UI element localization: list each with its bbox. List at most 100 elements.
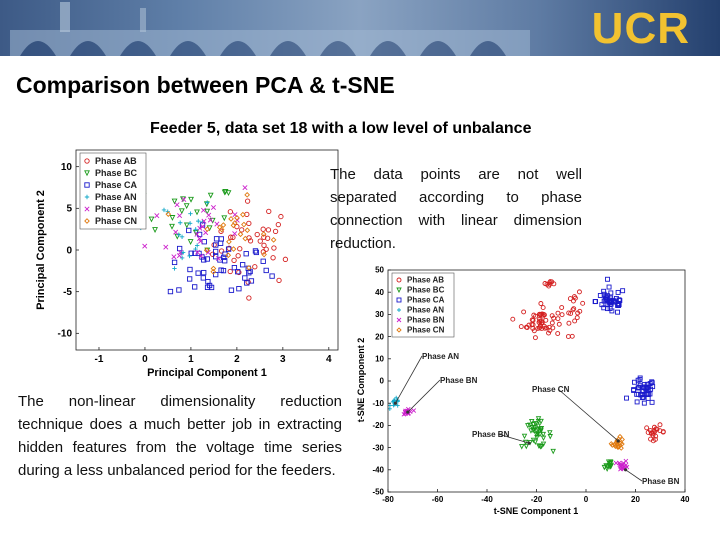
pca-point-phase-ab bbox=[245, 279, 251, 285]
pca-point-phase-cn bbox=[228, 216, 234, 222]
pca-point-phase-cn bbox=[242, 235, 249, 242]
pca-point-phase-bn bbox=[154, 213, 160, 219]
tsne-annotation-arrow bbox=[395, 355, 423, 404]
pca-point-phase-ab bbox=[244, 198, 251, 204]
tsne-point-phase-ab bbox=[555, 310, 561, 316]
tsne-point-phase-bc bbox=[530, 422, 537, 428]
pca-point-phase-ca bbox=[243, 251, 249, 257]
tsne-point-phase-ab bbox=[546, 330, 552, 336]
tsne-scatter-chart: -80 -60 -40 -20 0 20 40 50 40 30 20 10 0 -10 -20 -30 -40… bbox=[356, 266, 690, 516]
pca-point-phase-ab bbox=[275, 221, 281, 228]
tsne-point-phase-ca bbox=[641, 385, 647, 391]
slide-title: Comparison between PCA & t-SNE bbox=[16, 72, 395, 98]
pca-legend-label: Phase BC bbox=[95, 168, 138, 178]
tsne-point-phase-ca bbox=[601, 288, 607, 294]
tsne-point-phase-ab bbox=[531, 312, 537, 318]
tsne-point-phase-ab bbox=[653, 433, 659, 439]
tsne-ytick-label: 50 bbox=[375, 266, 384, 275]
pca-point-phase-bc bbox=[169, 223, 175, 230]
pca-point-phase-cn bbox=[230, 246, 237, 252]
tsne-annotation-arrowhead bbox=[406, 410, 410, 414]
pca-point-phase-ab bbox=[227, 268, 233, 275]
pca-point-phase-bn bbox=[198, 253, 204, 259]
tsne-point-phase-ab bbox=[549, 313, 555, 319]
pca-point-phase-bc bbox=[207, 192, 214, 199]
tsne-point-phase-ca bbox=[606, 284, 612, 290]
tsne-ytick-label: -30 bbox=[372, 443, 384, 452]
tsne-point-phase-ca bbox=[603, 293, 609, 299]
pca-point-phase-ab bbox=[265, 227, 272, 233]
tsne-point-phase-ab bbox=[521, 309, 527, 315]
campus-arches-image bbox=[10, 2, 530, 56]
tsne-point-phase-an bbox=[387, 406, 392, 411]
tsne-point-phase-ab bbox=[539, 311, 545, 317]
tsne-point-phase-ca bbox=[615, 309, 620, 315]
tsne-point-phase-bc bbox=[521, 433, 528, 440]
pca-point-phase-ca bbox=[213, 254, 219, 260]
tsne-point-phase-ab bbox=[555, 331, 561, 336]
pca-point-phase-ca bbox=[222, 258, 228, 264]
pca-point-phase-ab bbox=[260, 249, 266, 255]
tsne-point-phase-ca bbox=[608, 301, 614, 307]
tsne-point-phase-ab bbox=[648, 431, 654, 436]
pca-legend-marker bbox=[84, 206, 90, 212]
pca-point-phase-ca bbox=[187, 266, 193, 273]
tsne-legend-label: Phase BC bbox=[407, 286, 445, 295]
tsne-point-phase-bc bbox=[536, 443, 542, 449]
tsne-xtick-label: 20 bbox=[631, 495, 640, 504]
tsne-point-phase-ca bbox=[615, 300, 621, 306]
tsne-point-phase-ab bbox=[570, 298, 576, 304]
pca-point-phase-cn bbox=[216, 224, 223, 231]
pca-point-phase-ab bbox=[272, 228, 279, 235]
tsne-point-phase-ca bbox=[641, 382, 647, 388]
pca-point-phase-bc bbox=[171, 198, 178, 205]
pca-point-phase-ca bbox=[225, 246, 232, 252]
pca-point-phase-bn bbox=[200, 223, 206, 230]
pca-point-phase-bc bbox=[178, 208, 185, 215]
pca-point-phase-cn bbox=[270, 237, 277, 243]
pca-legend-label: Phase BN bbox=[95, 204, 137, 214]
pca-point-phase-bc bbox=[183, 203, 190, 210]
pca-point-phase-cn bbox=[210, 268, 217, 275]
pca-point-phase-an bbox=[161, 207, 167, 213]
tsne-point-phase-an bbox=[394, 395, 399, 400]
tsne-point-phase-bc bbox=[535, 427, 541, 433]
tsne-ytick-label: -40 bbox=[372, 465, 384, 474]
tsne-point-phase-ab bbox=[530, 325, 536, 331]
pca-point-phase-ca bbox=[192, 284, 198, 290]
tsne-point-phase-ca bbox=[640, 394, 646, 400]
pca-point-phase-bn bbox=[177, 213, 183, 219]
pca-point-phase-cn bbox=[203, 247, 210, 254]
tsne-xtick-label: -40 bbox=[481, 495, 493, 504]
pca-point-phase-ab bbox=[218, 228, 224, 234]
pca-legend-label: Phase CN bbox=[95, 216, 137, 226]
pca-point-phase-bn bbox=[215, 256, 221, 262]
pca-point-phase-bn bbox=[173, 229, 179, 235]
tsne-point-phase-bn bbox=[623, 458, 629, 464]
tsne-ytick-label: 20 bbox=[375, 332, 384, 341]
tsne-description: The non-linear dimensionality reduction … bbox=[18, 393, 342, 479]
pca-point-phase-bn bbox=[214, 221, 220, 227]
tsne-point-phase-ab bbox=[650, 430, 656, 436]
tsne-point-phase-bc bbox=[528, 428, 534, 434]
pca-ylabel: Principal Component 2 bbox=[35, 190, 47, 310]
tsne-point-phase-ca bbox=[645, 395, 651, 401]
tsne-point-phase-bc bbox=[547, 430, 553, 436]
pca-point-phase-ca bbox=[204, 256, 210, 262]
pca-legend-marker bbox=[84, 170, 90, 177]
pca-point-phase-cn bbox=[225, 252, 232, 259]
tsne-legend-marker bbox=[397, 308, 401, 312]
tsne-point-phase-ab bbox=[657, 422, 663, 428]
pca-ytick-label: 10 bbox=[61, 162, 73, 173]
pca-point-phase-ab bbox=[228, 234, 234, 240]
tsne-point-phase-ab bbox=[570, 307, 576, 313]
pca-point-phase-ca bbox=[252, 248, 259, 254]
tsne-point-phase-ca bbox=[605, 276, 610, 282]
pca-point-phase-cn bbox=[226, 238, 232, 245]
pca-point-phase-ca bbox=[213, 248, 219, 255]
tsne-annotation-arrowhead bbox=[624, 468, 628, 472]
tsne-ytick-label: 10 bbox=[375, 354, 384, 363]
tsne-point-phase-ab bbox=[544, 281, 550, 287]
pca-legend-label: Phase AB bbox=[95, 156, 137, 166]
